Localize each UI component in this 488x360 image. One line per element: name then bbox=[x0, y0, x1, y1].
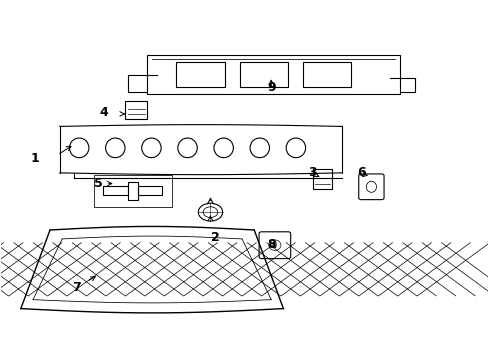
Text: 3: 3 bbox=[307, 166, 316, 179]
Text: 2: 2 bbox=[210, 231, 219, 244]
Text: 7: 7 bbox=[72, 281, 81, 294]
Text: 4: 4 bbox=[99, 105, 108, 119]
Text: 6: 6 bbox=[356, 166, 365, 179]
Text: 5: 5 bbox=[94, 177, 103, 190]
Text: 8: 8 bbox=[266, 238, 275, 251]
Text: 6: 6 bbox=[272, 242, 277, 248]
Text: 1: 1 bbox=[31, 152, 40, 165]
Text: 9: 9 bbox=[266, 81, 275, 94]
